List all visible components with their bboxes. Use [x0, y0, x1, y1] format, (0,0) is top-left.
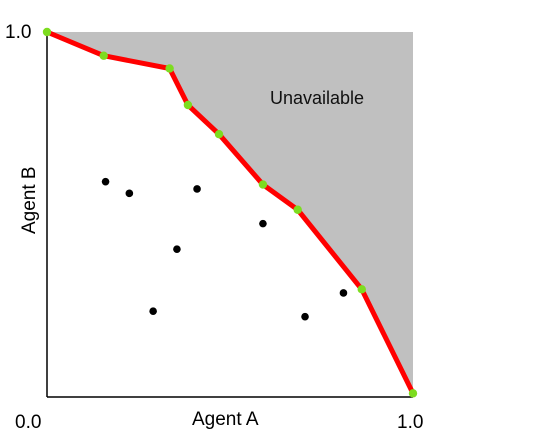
frontier-point-1	[99, 51, 108, 60]
interior-point-4	[259, 219, 267, 228]
interior-point-7	[339, 289, 348, 297]
interior-points	[101, 177, 348, 321]
interior-point-6	[301, 312, 309, 321]
frontier-point-6	[293, 205, 302, 214]
frontier-point-4	[214, 130, 224, 139]
frontier-point-0	[42, 27, 52, 37]
frontier-point-3	[183, 100, 193, 110]
unavailable-label: Unavailable	[270, 88, 364, 108]
frontier-point-2	[165, 64, 174, 73]
y-axis-title: Agent B	[19, 166, 40, 234]
x-axis-title: Agent A	[192, 409, 259, 430]
frontier-point-8	[408, 389, 418, 398]
interior-point-0	[101, 177, 110, 186]
y-tick-label-max: 1.0	[5, 22, 31, 43]
interior-point-2	[193, 185, 201, 193]
interior-point-1	[125, 189, 134, 198]
x-tick-label-min: 0.0	[15, 412, 41, 433]
frontier-point-7	[357, 285, 366, 294]
interior-point-5	[149, 307, 157, 316]
frontier-point-5	[258, 180, 268, 189]
interior-point-3	[173, 245, 181, 253]
unavailable-region	[47, 32, 413, 394]
x-tick-label-max: 1.0	[397, 412, 423, 433]
frontier-points	[42, 27, 418, 398]
